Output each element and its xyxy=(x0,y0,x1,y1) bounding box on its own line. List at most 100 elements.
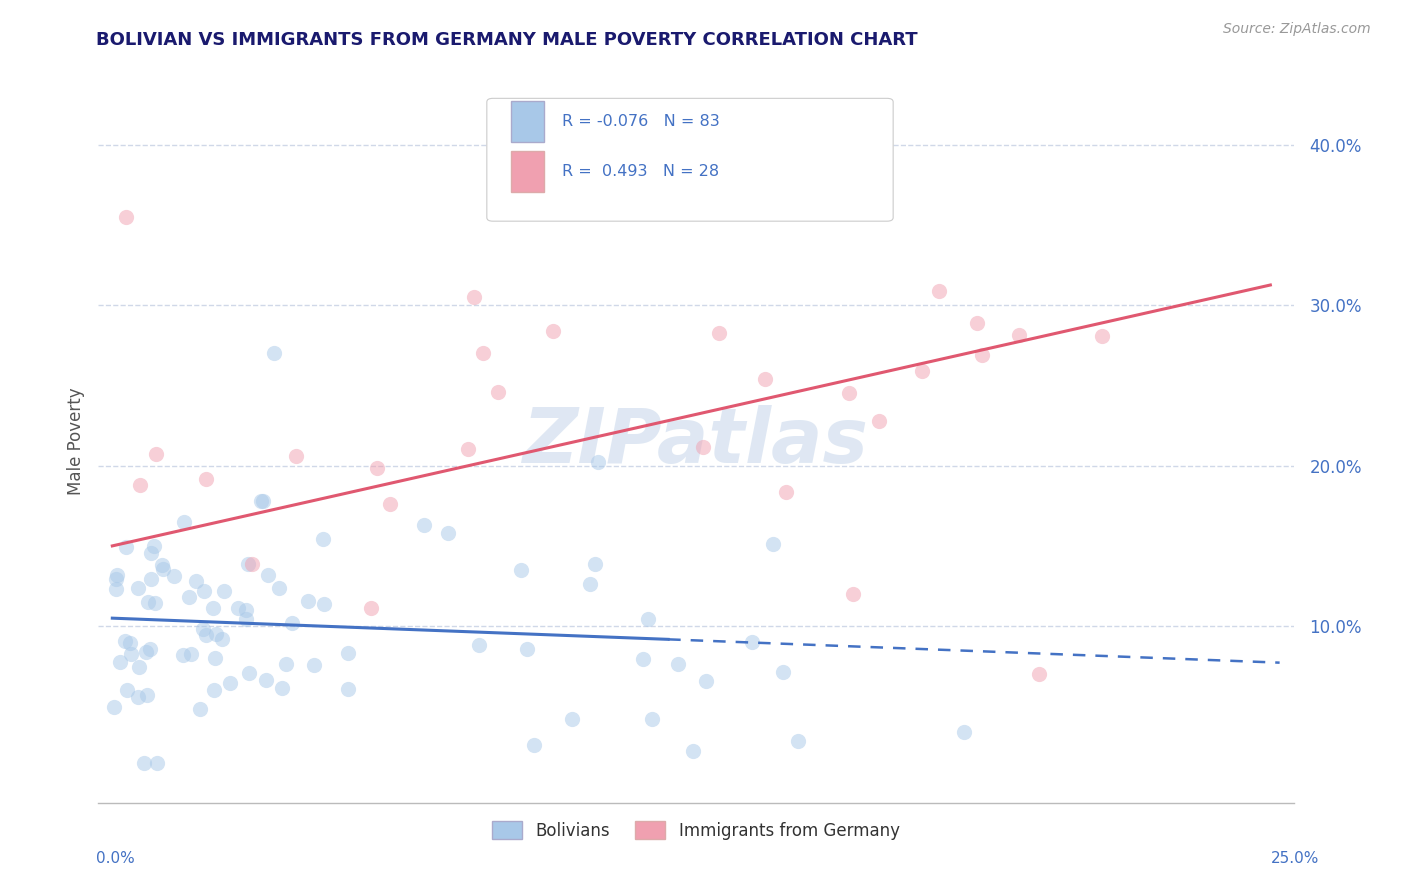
Point xyxy=(468,638,491,652)
Point xyxy=(202,683,225,698)
Point xyxy=(314,597,336,611)
Point xyxy=(139,572,162,586)
Point xyxy=(163,569,186,583)
Point xyxy=(1028,667,1050,681)
Point xyxy=(579,576,602,591)
Point xyxy=(267,581,290,595)
Text: 25.0%: 25.0% xyxy=(1271,851,1319,865)
Point xyxy=(205,626,228,640)
Point xyxy=(682,744,704,758)
Legend: Bolivians, Immigrants from Germany: Bolivians, Immigrants from Germany xyxy=(485,814,907,847)
Text: BOLIVIAN VS IMMIGRANTS FROM GERMANY MALE POVERTY CORRELATION CHART: BOLIVIAN VS IMMIGRANTS FROM GERMANY MALE… xyxy=(96,31,917,49)
Point xyxy=(1091,328,1114,343)
Point xyxy=(105,568,128,582)
Point xyxy=(250,493,273,508)
Point xyxy=(115,682,138,697)
Point xyxy=(953,724,976,739)
Point xyxy=(631,652,654,666)
Point xyxy=(775,485,797,500)
Point xyxy=(970,348,993,362)
Point xyxy=(762,537,785,551)
Point xyxy=(787,734,810,748)
Point xyxy=(114,634,136,648)
Point xyxy=(471,346,494,360)
Point xyxy=(114,540,136,554)
Point xyxy=(136,688,159,702)
Point xyxy=(143,597,166,611)
Point xyxy=(103,700,125,714)
Point xyxy=(842,587,865,601)
Point xyxy=(586,455,609,469)
Point xyxy=(838,386,860,401)
Point xyxy=(180,648,202,662)
Point xyxy=(302,658,325,673)
Point xyxy=(966,317,988,331)
Point xyxy=(692,440,714,454)
Point xyxy=(186,574,208,588)
Point xyxy=(235,612,257,626)
Point xyxy=(695,674,717,689)
Point xyxy=(486,385,509,400)
Point xyxy=(541,324,564,338)
Point xyxy=(928,284,950,298)
Point xyxy=(276,657,298,672)
Point xyxy=(312,532,335,546)
FancyBboxPatch shape xyxy=(486,98,893,221)
Point xyxy=(270,681,292,695)
Point xyxy=(337,681,360,696)
Bar xyxy=(510,151,544,193)
Text: Source: ZipAtlas.com: Source: ZipAtlas.com xyxy=(1223,22,1371,37)
Point xyxy=(193,583,215,598)
Point xyxy=(360,601,382,615)
Point xyxy=(139,546,162,560)
Point xyxy=(150,558,173,572)
Point xyxy=(252,494,274,508)
Point xyxy=(516,642,538,657)
Point xyxy=(128,659,150,673)
Point xyxy=(772,665,794,679)
Point xyxy=(194,628,217,642)
Point xyxy=(139,642,162,657)
Point xyxy=(336,646,359,660)
Point xyxy=(463,290,485,304)
Point xyxy=(281,615,304,630)
Point xyxy=(172,648,194,662)
Point xyxy=(522,738,544,752)
Point xyxy=(129,477,152,491)
Point xyxy=(118,636,141,650)
Point xyxy=(212,584,235,599)
Point xyxy=(127,581,149,595)
Point xyxy=(218,675,240,690)
Text: R = -0.076   N = 83: R = -0.076 N = 83 xyxy=(562,113,720,128)
Point xyxy=(195,472,218,486)
Text: ZIPatlas: ZIPatlas xyxy=(523,405,869,478)
Point xyxy=(188,702,211,716)
Point xyxy=(135,645,157,659)
Point xyxy=(211,632,233,647)
Point xyxy=(202,601,225,615)
Point xyxy=(238,666,260,681)
Bar xyxy=(510,101,544,142)
Point xyxy=(235,603,257,617)
Text: R =  0.493   N = 28: R = 0.493 N = 28 xyxy=(562,164,720,179)
Point xyxy=(145,756,167,770)
Text: 0.0%: 0.0% xyxy=(96,851,135,865)
Point xyxy=(583,557,606,571)
Point xyxy=(120,647,142,661)
Point xyxy=(134,756,156,770)
Point xyxy=(741,635,763,649)
Point xyxy=(754,372,776,386)
Point xyxy=(378,497,401,511)
Point xyxy=(152,562,174,576)
Point xyxy=(666,657,689,671)
Point xyxy=(366,460,388,475)
Point xyxy=(110,655,132,669)
Point xyxy=(145,447,167,461)
Point xyxy=(1008,328,1031,343)
Point xyxy=(285,449,308,463)
Point xyxy=(561,712,583,726)
Point xyxy=(105,573,128,587)
Point xyxy=(637,612,659,626)
Point xyxy=(437,525,460,540)
Point xyxy=(707,326,730,341)
